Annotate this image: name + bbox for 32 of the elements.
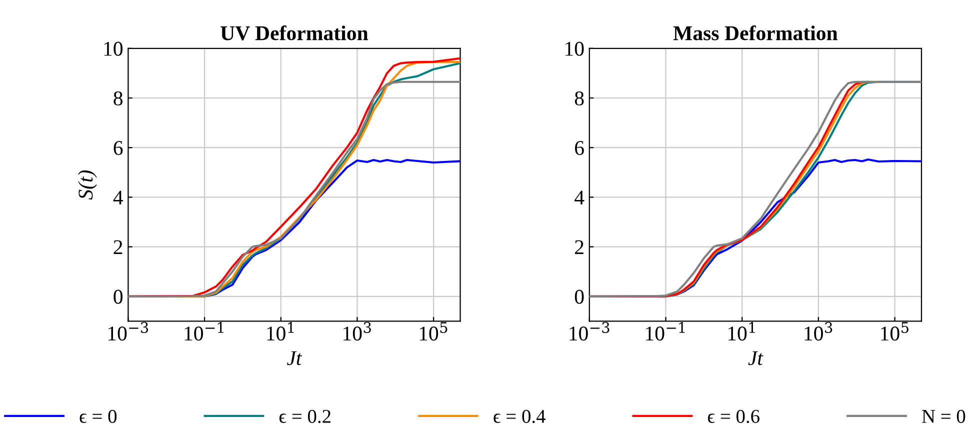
x-tick-label: 10$^{−1}$ <box>646 322 685 341</box>
chart-title: Mass Deformation <box>673 25 838 40</box>
x-tick-label: 10$^{5}$ <box>420 322 448 341</box>
y-tick-label: 4 <box>574 190 584 204</box>
legend-label: ϵ = 0.6 <box>708 410 760 424</box>
x-axis-title: Jt <box>287 351 302 366</box>
legend-label: ϵ = 0.2 <box>279 410 330 424</box>
x-tick-label: 10$^{3}$ <box>344 322 371 341</box>
x-tick-label: 10$^{1}$ <box>267 322 294 341</box>
x-tick-label: 10$^{−3}$ <box>108 322 148 341</box>
x-tick-label: 10$^{−1}$ <box>184 322 224 341</box>
y-tick-label: 6 <box>114 141 123 156</box>
x-axis-title: Jt <box>748 351 764 366</box>
chart-title: UV Deformation <box>220 25 368 40</box>
x-tick-label: 10$^{−3}$ <box>570 322 610 341</box>
y-tick-label: 0 <box>574 290 584 304</box>
y-tick-label: 2 <box>114 240 122 254</box>
legend-label: ϵ = 0.4 <box>494 410 546 424</box>
y-tick-label: 0 <box>114 290 123 304</box>
y-tick-label: 10 <box>104 42 123 56</box>
x-tick-label: 10$^{1}$ <box>728 322 755 341</box>
y-tick-label: 4 <box>113 190 123 204</box>
legend-label: ϵ = 0 <box>80 410 117 423</box>
y-tick-label: 10 <box>566 42 584 56</box>
y-tick-label: 6 <box>575 141 584 156</box>
y-tick-label: 8 <box>574 91 584 106</box>
y-axis-title: S(t) <box>78 170 97 200</box>
legend-label: N = 0 <box>922 410 966 423</box>
y-tick-label: 2 <box>575 240 584 254</box>
y-tick-label: 8 <box>114 91 123 106</box>
x-tick-label: 10$^{3}$ <box>804 322 832 341</box>
x-tick-label: 10$^{5}$ <box>881 322 908 341</box>
